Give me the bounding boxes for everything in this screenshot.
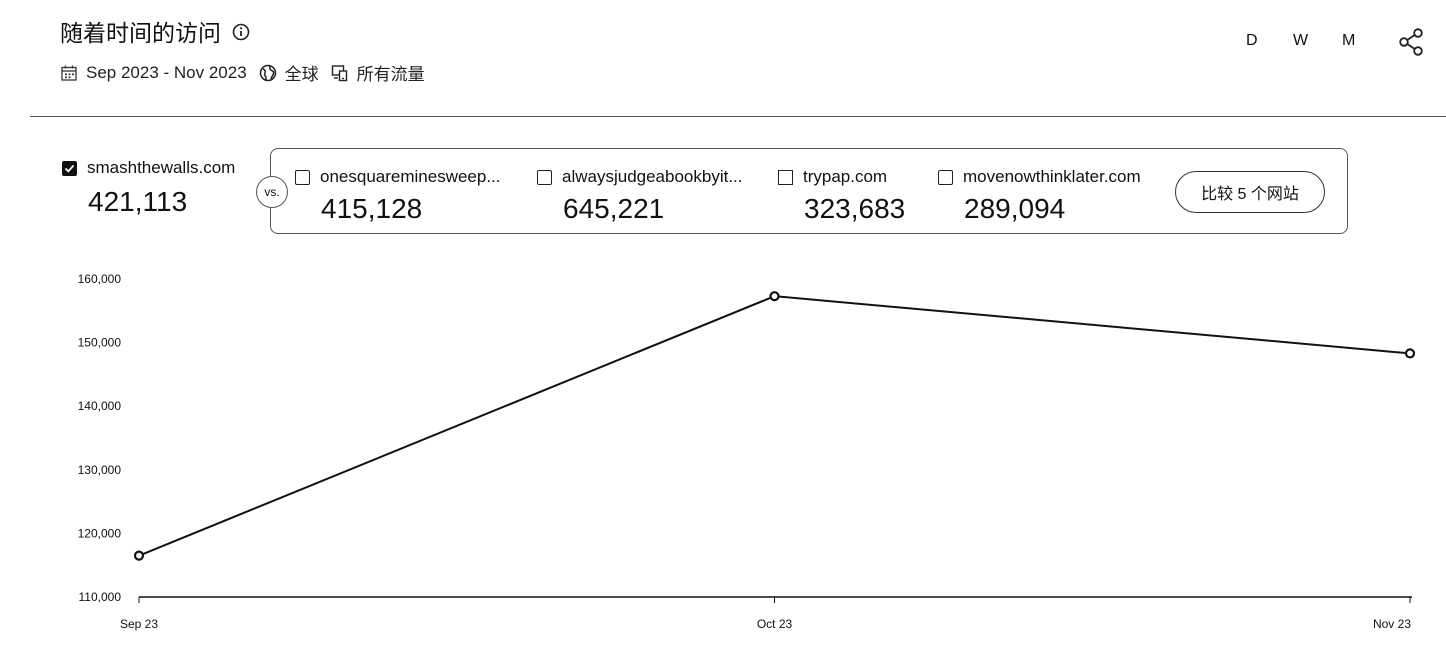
competitor-visits: 323,683 bbox=[804, 193, 906, 224]
main-site-visits: 421,113 bbox=[88, 186, 188, 217]
competitor-checkbox[interactable] bbox=[778, 169, 793, 185]
competitor-visits: 289,094 bbox=[964, 193, 1066, 224]
period-day-button[interactable]: D bbox=[1246, 32, 1258, 49]
competitor-domain: trypap.com bbox=[803, 167, 888, 186]
competitor-site: trypap.com 323,683 bbox=[778, 167, 905, 225]
region-filter[interactable]: 全球 bbox=[259, 60, 319, 85]
date-range-label: Sep 2023 - Nov 2023 bbox=[86, 62, 247, 82]
visits-line-chart: 110,000 120,000 130,000 140,000 150,000 160,0… bbox=[78, 272, 1416, 631]
data-point[interactable] bbox=[1404, 348, 1416, 359]
competitor-checkbox[interactable] bbox=[938, 169, 953, 185]
competitor-site: movenowthinklater.com 289,094 bbox=[938, 167, 1141, 225]
devices-icon bbox=[331, 64, 347, 81]
traffic-filter[interactable]: 所有流量 bbox=[331, 60, 425, 85]
competitor-panel: onesquareminesweep... 415,128 alwaysjudg… bbox=[270, 148, 1348, 234]
globe-icon bbox=[259, 64, 276, 81]
competitor-checkbox[interactable] bbox=[537, 169, 552, 185]
data-point[interactable] bbox=[769, 291, 780, 302]
header-divider bbox=[30, 116, 1446, 117]
y-tick-label: 140,000 bbox=[78, 399, 122, 413]
competitor-domain: movenowthinklater.com bbox=[963, 167, 1141, 186]
y-tick-label: 130,000 bbox=[78, 463, 122, 477]
calendar-icon bbox=[61, 65, 77, 81]
x-tick-label: Oct 23 bbox=[757, 617, 793, 631]
competitor-visits: 415,128 bbox=[321, 193, 423, 224]
share-icon[interactable] bbox=[1398, 27, 1426, 62]
competitor-checkbox[interactable] bbox=[295, 169, 310, 185]
y-tick-label: 150,000 bbox=[78, 336, 122, 350]
period-month-button[interactable]: M bbox=[1342, 32, 1356, 49]
y-tick-label: 120,000 bbox=[78, 526, 122, 540]
info-icon[interactable] bbox=[231, 22, 251, 42]
competitor-visits: 645,221 bbox=[563, 193, 665, 224]
competitor-site: onesquareminesweep... 415,128 bbox=[295, 167, 501, 225]
traffic-label: 所有流量 bbox=[356, 65, 425, 84]
main-site-domain: smashthewalls.com bbox=[87, 158, 236, 177]
competitor-domain: onesquareminesweep... bbox=[320, 167, 501, 186]
y-tick-label: 110,000 bbox=[79, 590, 122, 604]
date-range-filter[interactable]: Sep 2023 - Nov 2023 bbox=[60, 63, 247, 83]
main-site: smashthewalls.com 421,113 bbox=[62, 158, 235, 218]
chart-header: 随着时间的访问 Sep 2023 - Nov 2023 bbox=[60, 14, 437, 85]
competitor-site: alwaysjudgeabookbyit... 645,221 bbox=[537, 167, 743, 225]
x-tick-label: Sep 23 bbox=[120, 617, 158, 631]
competitor-domain: alwaysjudgeabookbyit... bbox=[562, 167, 743, 186]
region-label: 全球 bbox=[284, 65, 319, 84]
main-site-checkbox[interactable] bbox=[62, 160, 77, 176]
y-tick-label: 160,000 bbox=[78, 272, 122, 286]
data-point[interactable] bbox=[133, 550, 145, 561]
compare-sites-button[interactable]: 比较 5 个网站 bbox=[1175, 171, 1325, 213]
x-tick-label: Nov 23 bbox=[1373, 617, 1411, 631]
page-title: 随着时间的访问 bbox=[60, 20, 221, 46]
period-week-button[interactable]: W bbox=[1293, 32, 1309, 49]
vs-badge: vs. bbox=[256, 176, 288, 208]
series-line bbox=[138, 295, 1411, 557]
